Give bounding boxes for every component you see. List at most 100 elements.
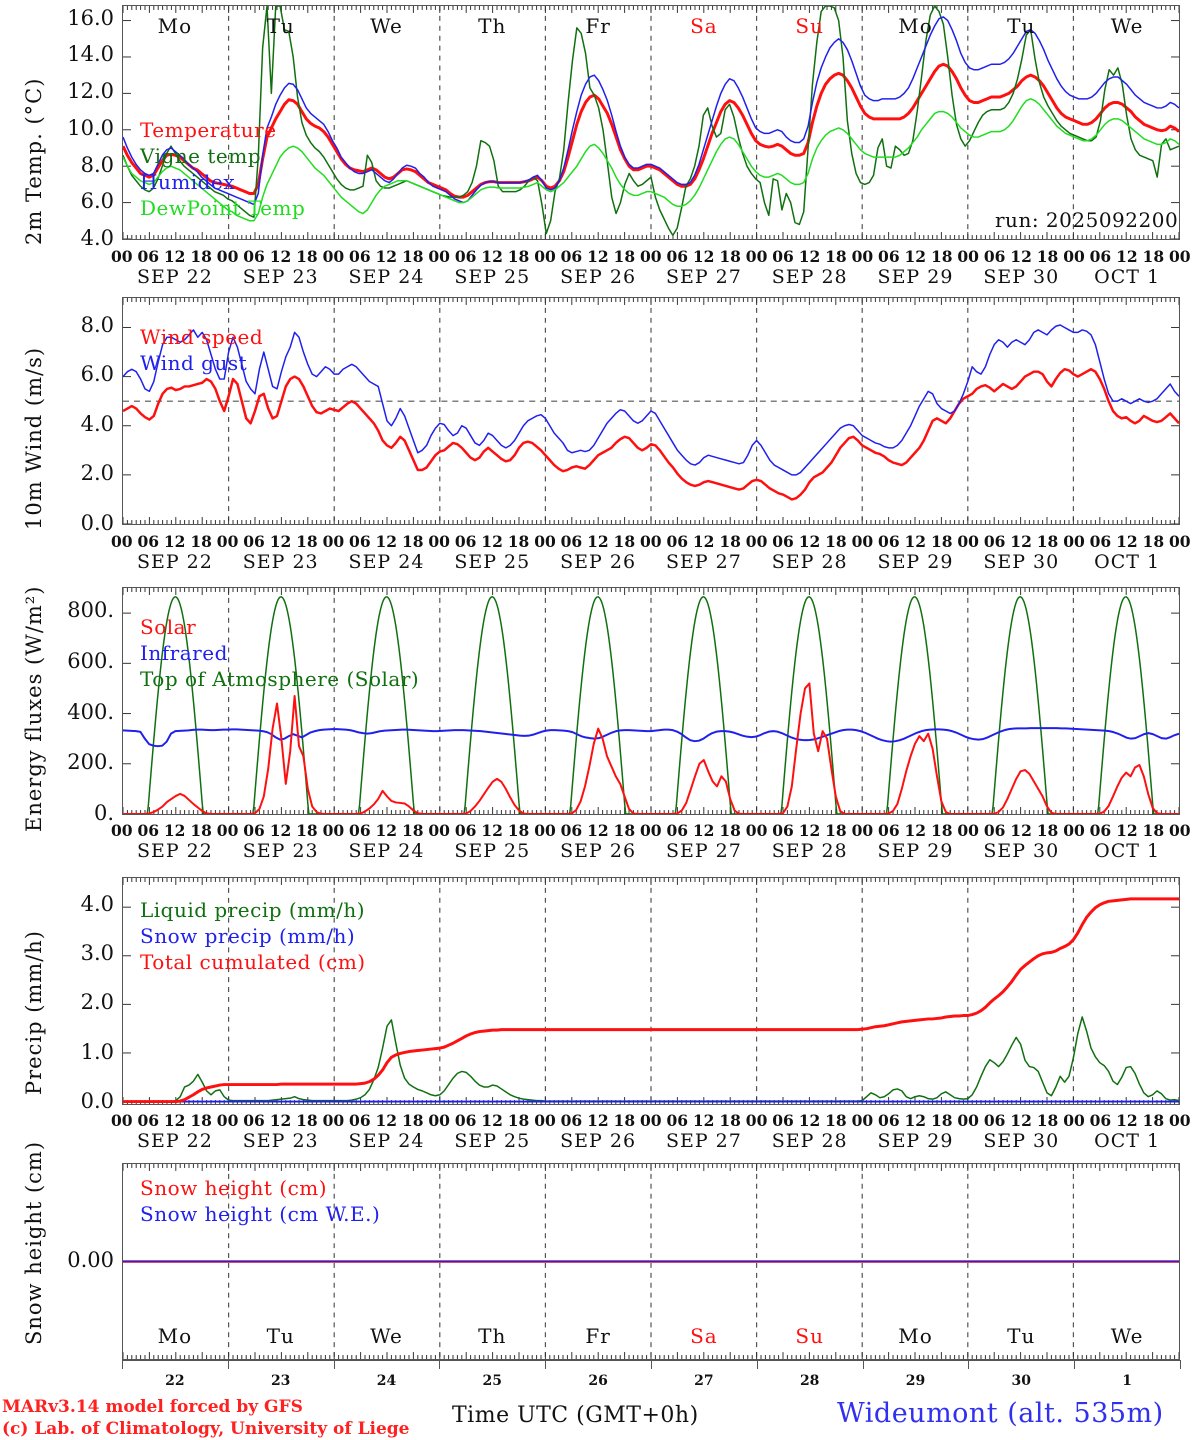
hour-tick-label: 00: [111, 247, 133, 266]
day-number-label: 26: [588, 1373, 608, 1389]
date-label: SEP 23: [242, 266, 319, 288]
date-label: SEP 25: [454, 266, 531, 288]
hour-tick-label: 06: [137, 1111, 160, 1130]
hour-tick-label: 00: [745, 821, 768, 840]
hour-tick-label: 00: [1169, 532, 1191, 551]
date-label: SEP 26: [560, 551, 637, 573]
hour-tick-label: 12: [798, 532, 821, 551]
date-label: SEP 23: [242, 551, 319, 573]
hour-tick-label: 18: [507, 247, 530, 266]
hour-tick-label: 06: [1089, 532, 1112, 551]
hour-tick-label: 00: [957, 821, 979, 840]
hour-tick-label: 00: [322, 247, 345, 266]
hour-tick-label: 06: [983, 821, 1006, 840]
hour-tick-label: 18: [1036, 1111, 1059, 1130]
hour-tick-label: 06: [243, 532, 265, 551]
snow-height-panel: [122, 1163, 1180, 1360]
y-tick-label: 4.0: [80, 226, 114, 250]
date-label: SEP 29: [877, 840, 954, 862]
day-number-label: 1: [1122, 1373, 1132, 1389]
hour-tick-label: 18: [296, 532, 318, 551]
date-label: SEP 22: [136, 1130, 213, 1152]
date-label: SEP 24: [348, 1130, 425, 1152]
date-label: SEP 23: [242, 1130, 319, 1152]
hour-tick-label: 06: [243, 247, 265, 266]
hour-tick-label: 06: [772, 1111, 794, 1130]
hour-tick-label: 12: [587, 821, 609, 840]
hour-tick-label: 18: [1036, 247, 1059, 266]
hour-tick-label: 12: [904, 247, 927, 266]
day-of-week-label: Tu: [1007, 14, 1036, 38]
hour-tick-label: 12: [692, 247, 715, 266]
hour-tick-label: 18: [825, 532, 847, 551]
hour-tick-label: 18: [190, 532, 212, 551]
hour-tick-label: 00: [322, 1111, 345, 1130]
bottom-axis-tick: [122, 1360, 123, 1369]
date-label: SEP 27: [665, 266, 742, 288]
y-tick-label: 0.0: [80, 1088, 114, 1113]
hour-tick-label: 12: [375, 821, 398, 840]
hour-tick-label: 12: [163, 821, 186, 840]
wind-axis-label: 10m Wind (m/s): [22, 346, 46, 530]
hour-tick-label: 00: [851, 821, 874, 840]
hour-tick-label: 00: [216, 247, 239, 266]
hour-tick-label: 12: [1010, 821, 1032, 840]
date-label: SEP 28: [771, 266, 848, 288]
hour-tick-label: 00: [428, 821, 450, 840]
date-label: SEP 28: [771, 551, 848, 573]
hour-tick-label: 00: [640, 1111, 662, 1130]
hour-tick-label: 18: [719, 532, 741, 551]
precip-panel: [122, 877, 1180, 1105]
y-tick-label: 16.0: [67, 5, 114, 30]
y-tick-label: 1.0: [80, 1039, 114, 1064]
hour-tick-label: 18: [613, 1111, 636, 1130]
legend-entry-solar: Solar: [140, 615, 197, 639]
day-of-week-label-bottom: Sa: [690, 1324, 718, 1348]
energy-fluxes-plot: [123, 588, 1179, 814]
hour-tick-label: 12: [587, 1111, 609, 1130]
hour-tick-label: 06: [772, 247, 794, 266]
y-tick-label: 200.: [67, 750, 114, 775]
date-label: SEP 30: [983, 1130, 1060, 1152]
hour-tick-label: 00: [534, 821, 556, 840]
hour-tick-label: 06: [878, 247, 900, 266]
energy-fluxes-panel: [122, 587, 1180, 815]
day-of-week-label: We: [1110, 14, 1144, 38]
hour-tick-label: 00: [957, 532, 979, 551]
day-of-week-label: Su: [795, 14, 824, 38]
hour-tick-label: 12: [587, 247, 609, 266]
hour-tick-label: 00: [851, 1111, 874, 1130]
hour-tick-label: 00: [111, 821, 133, 840]
bottom-axis-tick: [968, 1360, 970, 1369]
hour-tick-label: 12: [269, 247, 292, 266]
hour-tick-label: 06: [666, 532, 689, 551]
y-tick-label: 12.0: [67, 79, 114, 104]
date-label: SEP 27: [665, 840, 742, 862]
day-of-week-label: Th: [478, 14, 507, 38]
y-tick-label: 4.0: [80, 411, 114, 436]
legend-entry-snow-height-cm-w-e: Snow height (cm W.E.): [140, 1202, 381, 1226]
day-of-week-label-bottom: Tu: [1007, 1324, 1036, 1348]
y-tick-label: 8.0: [80, 312, 114, 337]
y-tick-label: 0.00: [67, 1247, 114, 1272]
hour-tick-label: 18: [1142, 1111, 1165, 1130]
date-label: SEP 25: [454, 551, 531, 573]
hour-tick-label: 12: [375, 532, 398, 551]
bottom-axis-tick: [545, 1360, 547, 1369]
hour-tick-label: 00: [111, 1111, 133, 1130]
hour-tick-label: 12: [904, 532, 927, 551]
hour-tick-label: 00: [1169, 821, 1191, 840]
hour-tick-label: 00: [851, 247, 874, 266]
hour-tick-label: 00: [322, 821, 345, 840]
day-of-week-label-bottom: Tu: [266, 1324, 295, 1348]
hour-tick-label: 12: [163, 1111, 186, 1130]
hour-tick-label: 12: [481, 821, 503, 840]
hour-tick-label: 00: [534, 532, 556, 551]
hour-tick-label: 18: [930, 247, 953, 266]
hour-tick-label: 18: [1036, 532, 1059, 551]
day-number-label: 22: [165, 1373, 185, 1389]
hour-tick-label: 00: [1063, 532, 1085, 551]
y-tick-label: 3.0: [80, 941, 114, 966]
wind-panel: [122, 297, 1180, 525]
hour-tick-label: 12: [692, 532, 715, 551]
